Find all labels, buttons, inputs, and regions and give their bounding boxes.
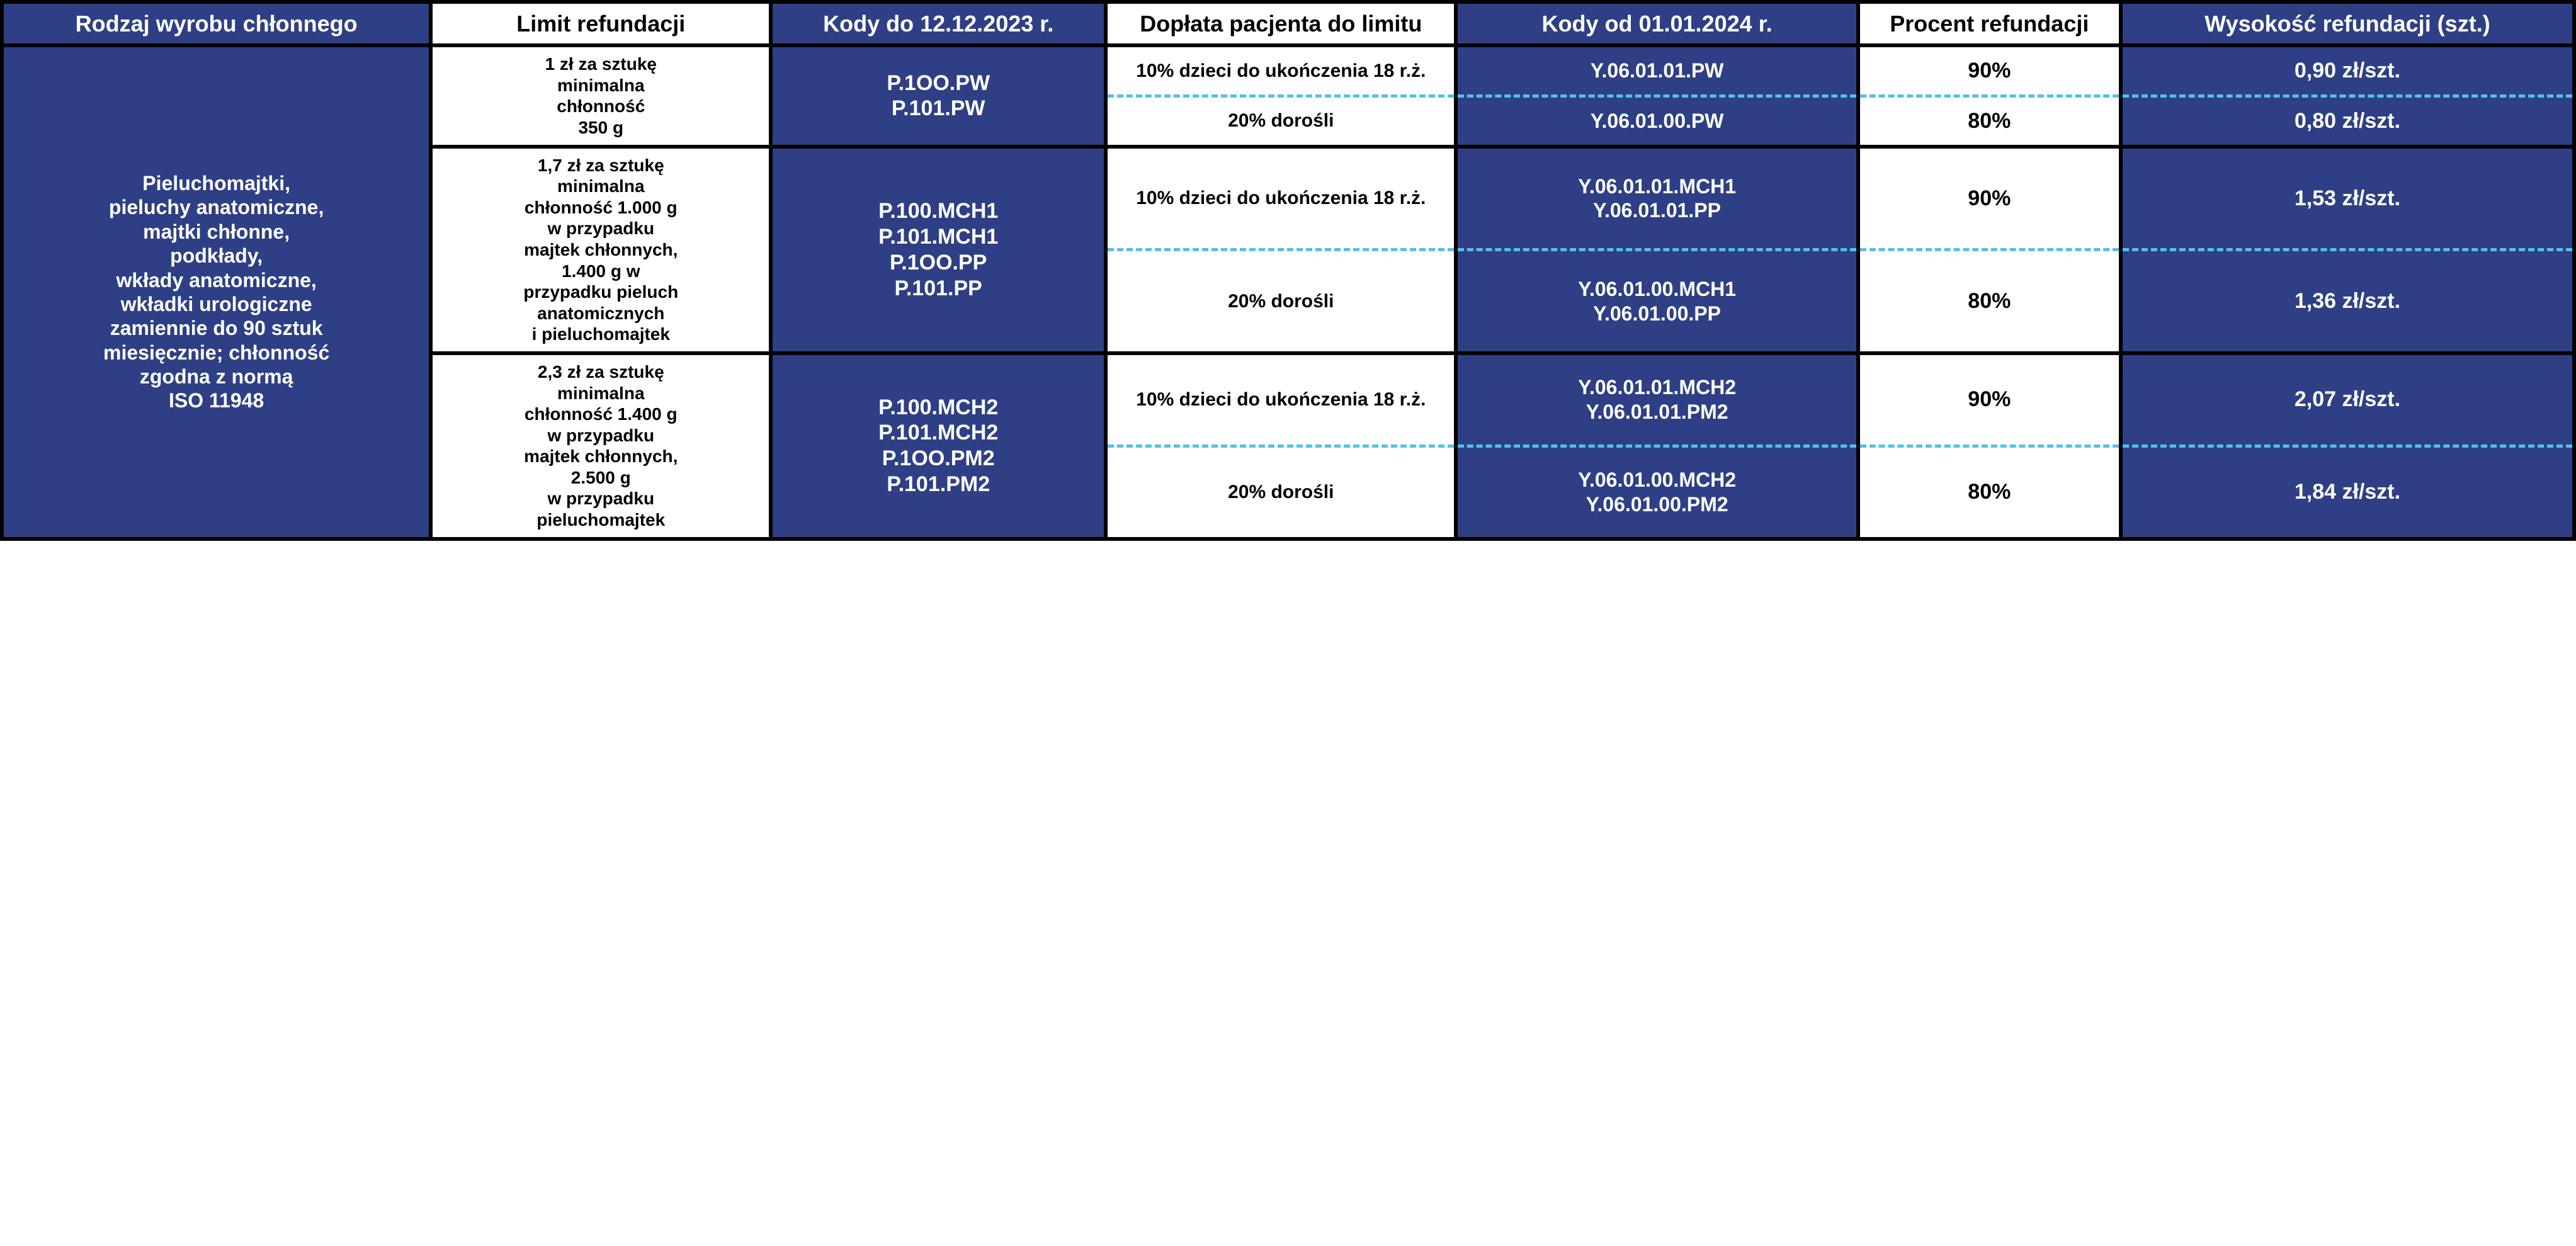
new-codes-cell: Y.06.01.01.MCH1 Y.06.01.01.PPY.06.01.00.… bbox=[1458, 149, 1859, 355]
col-header-c1: Rodzaj wyrobu chłonnego bbox=[0, 4, 433, 47]
amount-cell: 2,07 zł/szt.1,84 zł/szt. bbox=[2123, 355, 2576, 541]
copay-children: 10% dzieci do ukończenia 18 r.ż. bbox=[1108, 47, 1454, 98]
new-codes-children: Y.06.01.01.MCH2 Y.06.01.01.PM2 bbox=[1458, 355, 1856, 448]
col-header-c6: Procent refundacji bbox=[1860, 4, 2123, 47]
amount-adults: 1,36 zł/szt. bbox=[2123, 251, 2572, 351]
amount-cell: 1,53 zł/szt.1,36 zł/szt. bbox=[2123, 149, 2576, 355]
new-codes-adults: Y.06.01.00.PW bbox=[1458, 98, 1856, 145]
amount-children: 0,90 zł/szt. bbox=[2123, 47, 2572, 98]
copay-adults: 20% dorośli bbox=[1108, 448, 1454, 537]
limit-cell: 1 zł za sztukę minimalna chłonność 350 g bbox=[433, 47, 773, 148]
copay-cell: 10% dzieci do ukończenia 18 r.ż.20% doro… bbox=[1108, 149, 1458, 355]
percent-children: 90% bbox=[1860, 149, 2119, 252]
percent-cell: 90%80% bbox=[1860, 47, 2123, 148]
new-codes-children: Y.06.01.01.MCH1 Y.06.01.01.PP bbox=[1458, 149, 1856, 252]
col-header-c7: Wysokość refundacji (szt.) bbox=[2123, 4, 2576, 47]
col-header-c5: Kody od 01.01.2024 r. bbox=[1458, 4, 1859, 47]
amount-children: 1,53 zł/szt. bbox=[2123, 149, 2572, 252]
amount-children: 2,07 zł/szt. bbox=[2123, 355, 2572, 448]
percent-cell: 90%80% bbox=[1860, 355, 2123, 541]
refund-table: Rodzaj wyrobu chłonnegoLimit refundacjiK… bbox=[0, 0, 2576, 541]
percent-children: 90% bbox=[1860, 355, 2119, 448]
old-codes-cell: P.1OO.PW P.101.PW bbox=[773, 47, 1108, 148]
copay-cell: 10% dzieci do ukończenia 18 r.ż.20% doro… bbox=[1108, 355, 1458, 541]
amount-adults: 0,80 zł/szt. bbox=[2123, 98, 2572, 145]
copay-cell: 10% dzieci do ukończenia 18 r.ż.20% doro… bbox=[1108, 47, 1458, 148]
limit-cell: 2,3 zł za sztukę minimalna chłonność 1.4… bbox=[433, 355, 773, 541]
copay-children: 10% dzieci do ukończenia 18 r.ż. bbox=[1108, 149, 1454, 252]
amount-cell: 0,90 zł/szt.0,80 zł/szt. bbox=[2123, 47, 2576, 148]
col-header-c4: Dopłata pacjenta do limitu bbox=[1108, 4, 1458, 47]
copay-children: 10% dzieci do ukończenia 18 r.ż. bbox=[1108, 355, 1454, 448]
copay-adults: 20% dorośli bbox=[1108, 251, 1454, 351]
limit-cell: 1,7 zł za sztukę minimalna chłonność 1.0… bbox=[433, 149, 773, 355]
new-codes-adults: Y.06.01.00.MCH2 Y.06.01.00.PM2 bbox=[1458, 448, 1856, 537]
percent-adults: 80% bbox=[1860, 98, 2119, 145]
percent-cell: 90%80% bbox=[1860, 149, 2123, 355]
old-codes-cell: P.100.MCH2 P.101.MCH2 P.1OO.PM2 P.101.PM… bbox=[773, 355, 1108, 541]
new-codes-children: Y.06.01.01.PW bbox=[1458, 47, 1856, 98]
old-codes-cell: P.100.MCH1 P.101.MCH1 P.1OO.PP P.101.PP bbox=[773, 149, 1108, 355]
copay-adults: 20% dorośli bbox=[1108, 98, 1454, 145]
new-codes-cell: Y.06.01.01.PWY.06.01.00.PW bbox=[1458, 47, 1859, 148]
amount-adults: 1,84 zł/szt. bbox=[2123, 448, 2572, 537]
percent-children: 90% bbox=[1860, 47, 2119, 98]
percent-adults: 80% bbox=[1860, 448, 2119, 537]
col-header-c3: Kody do 12.12.2023 r. bbox=[773, 4, 1108, 47]
new-codes-adults: Y.06.01.00.MCH1 Y.06.01.00.PP bbox=[1458, 251, 1856, 351]
product-type-cell: Pieluchomajtki, pieluchy anatomiczne, ma… bbox=[0, 47, 433, 540]
percent-adults: 80% bbox=[1860, 251, 2119, 351]
new-codes-cell: Y.06.01.01.MCH2 Y.06.01.01.PM2Y.06.01.00… bbox=[1458, 355, 1859, 541]
col-header-c2: Limit refundacji bbox=[433, 4, 773, 47]
